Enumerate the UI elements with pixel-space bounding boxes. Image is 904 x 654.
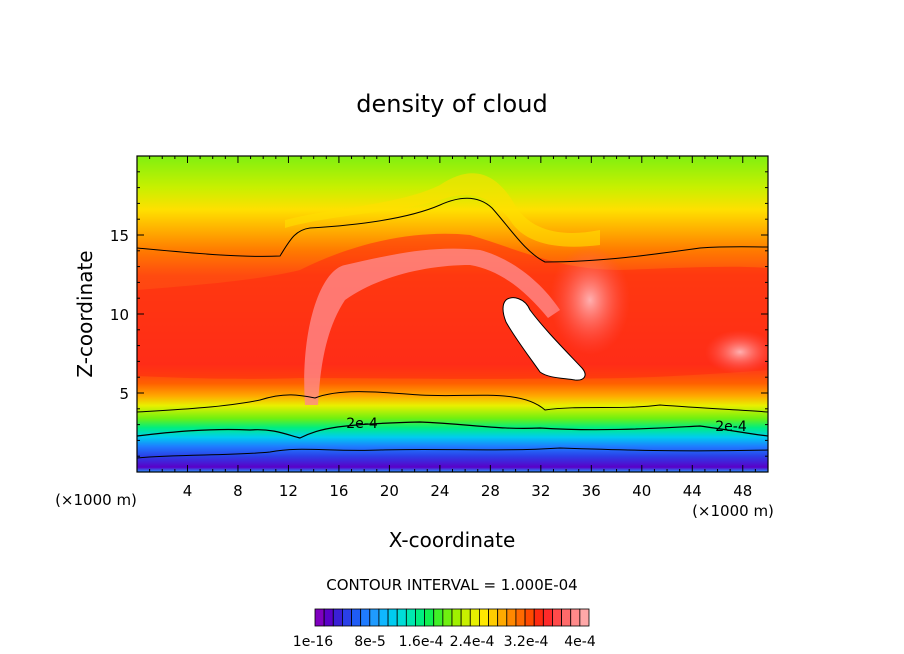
- colorbar-tick-label: 4e-4: [564, 634, 596, 650]
- pink-patch-right: [705, 330, 768, 374]
- x-tick-label: 4: [183, 482, 193, 500]
- colorbar-tick-labels: 1e-16 8e-5 1.6e-4 2.4e-4 3.2e-4 4e-4: [293, 634, 596, 650]
- colorbar-swatch: [314, 608, 325, 627]
- colorbar-swatch: [378, 608, 389, 627]
- contour-label: 2e-4: [715, 419, 747, 435]
- max-density-region: [502, 297, 586, 381]
- colorbar-tick-label: 8e-5: [354, 634, 385, 650]
- colorbar-swatch: [570, 608, 581, 627]
- pink-patch-mid: [550, 245, 630, 355]
- x-tick-label: 36: [582, 482, 601, 500]
- colorbar-swatch: [561, 608, 572, 627]
- colorbar-swatch: [405, 608, 416, 627]
- contour-line-lower: [137, 391, 768, 413]
- colorbar-swatch: [515, 608, 526, 627]
- y-tick-label: 5: [119, 385, 129, 403]
- colorbar-swatch: [497, 608, 508, 627]
- contour-line-upper: [137, 197, 768, 263]
- x-tick-label: 24: [430, 482, 449, 500]
- x-tick-label: 28: [481, 482, 500, 500]
- contour-line-2e-4: [137, 421, 768, 439]
- colorbar-swatch: [351, 608, 362, 627]
- x-tick-label: 16: [329, 482, 348, 500]
- colorbar-swatch: [396, 608, 407, 627]
- colorbar-swatch: [460, 608, 471, 627]
- x-tick-label: 48: [733, 482, 752, 500]
- colorbar-tick-label: 3.2e-4: [504, 634, 549, 650]
- y-axis-label: Z-coordinate: [73, 250, 97, 377]
- colorbar-swatch: [387, 608, 398, 627]
- colorbar-swatch: [524, 608, 535, 627]
- colorbar-swatch: [369, 608, 380, 627]
- x-tick-label: 32: [531, 482, 550, 500]
- colorbar-swatch: [469, 608, 480, 627]
- colorbar-swatch: [451, 608, 462, 627]
- colorbar-swatch: [433, 608, 444, 627]
- colorbar-swatch: [579, 608, 590, 627]
- chart-title: density of cloud: [356, 90, 547, 118]
- colorbar-swatch: [323, 608, 334, 627]
- upper-bulge: [285, 173, 600, 247]
- colorbar-swatch: [533, 608, 544, 627]
- x-tick-label: 44: [683, 482, 702, 500]
- contour-label: 2e-4: [346, 416, 378, 432]
- y-tick-label: 10: [110, 306, 129, 324]
- colorbar-swatch: [552, 608, 563, 627]
- x-axis-label: X-coordinate: [389, 528, 516, 552]
- contour-interval-text: CONTOUR INTERVAL = 1.000E-04: [326, 576, 577, 594]
- x-unit-label-right: (×1000 m): [692, 502, 774, 520]
- x-tick-label: 20: [380, 482, 399, 500]
- colorbar-tick-label: 1e-16: [293, 634, 333, 650]
- contour-line-bottom: [137, 447, 768, 459]
- colorbar-tick-label: 1.6e-4: [399, 634, 444, 650]
- colorbar-swatch: [424, 608, 435, 627]
- x-tick-label: 40: [632, 482, 651, 500]
- colorbar-swatch: [360, 608, 371, 627]
- colorbar-swatch: [332, 608, 343, 627]
- y-tick-label: 15: [110, 227, 129, 245]
- colorbar-tick-label: 2.4e-4: [450, 634, 495, 650]
- colorbar: [314, 608, 590, 627]
- colorbar-swatch: [442, 608, 453, 627]
- colorbar-swatch: [542, 608, 553, 627]
- colorbar-swatch: [478, 608, 489, 627]
- x-unit-label-left: (×1000 m): [55, 491, 137, 509]
- plot-area: [137, 156, 768, 472]
- x-tick-label: 8: [233, 482, 243, 500]
- y-axis: 5 10 15: [110, 171, 768, 457]
- colorbar-swatch: [415, 608, 426, 627]
- colorbar-swatch: [488, 608, 499, 627]
- x-tick-label: 12: [279, 482, 298, 500]
- colorbar-swatch: [506, 608, 517, 627]
- x-axis: 4 8 12 16 20 24 28 32 36 40 44 48: [149, 156, 756, 500]
- colorbar-swatch: [341, 608, 352, 627]
